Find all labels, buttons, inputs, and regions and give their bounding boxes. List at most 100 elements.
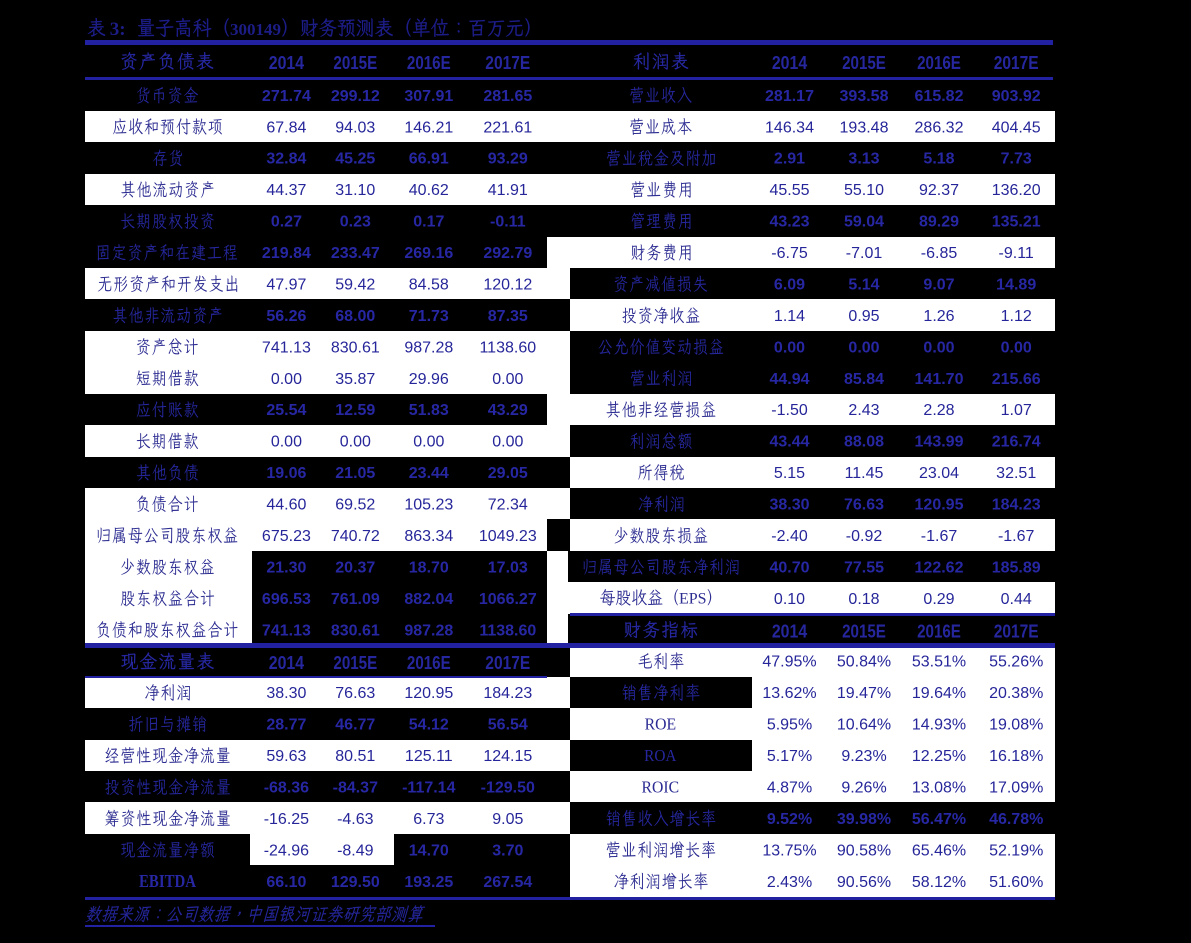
svg-text:29.05: 29.05	[488, 465, 528, 482]
svg-text:18.70: 18.70	[409, 559, 449, 576]
svg-text:10.64%: 10.64%	[837, 717, 891, 734]
svg-text:882.04: 882.04	[404, 591, 453, 608]
svg-text:13.75%: 13.75%	[762, 842, 816, 859]
svg-text:2.43%: 2.43%	[767, 874, 812, 891]
svg-text:2017E: 2017E	[994, 622, 1039, 642]
svg-text:830.61: 830.61	[331, 622, 380, 639]
svg-text:9.23%: 9.23%	[841, 748, 886, 765]
svg-text:40.62: 40.62	[409, 182, 449, 199]
svg-text:125.11: 125.11	[405, 748, 453, 765]
svg-text:85.84: 85.84	[844, 371, 884, 388]
svg-text:903.92: 903.92	[992, 88, 1041, 105]
svg-text:92.37: 92.37	[919, 182, 959, 199]
svg-text:0.00: 0.00	[923, 339, 954, 356]
svg-text:233.47: 233.47	[331, 245, 380, 262]
svg-text:2015E: 2015E	[333, 653, 377, 673]
svg-text:2015E: 2015E	[842, 53, 886, 73]
svg-text:66.91: 66.91	[409, 151, 449, 168]
svg-text:0.10: 0.10	[774, 591, 805, 608]
svg-text:32.51: 32.51	[996, 465, 1036, 482]
svg-text:0.00: 0.00	[492, 371, 523, 388]
svg-text:5.15: 5.15	[774, 465, 805, 482]
svg-text:2014: 2014	[269, 653, 304, 673]
svg-text:41.91: 41.91	[488, 182, 528, 199]
svg-text:17.09%: 17.09%	[989, 780, 1043, 797]
svg-text:-129.50: -129.50	[481, 780, 535, 797]
svg-text:1066.27: 1066.27	[479, 591, 537, 608]
svg-text:7.73: 7.73	[1001, 151, 1032, 168]
svg-text:221.61: 221.61	[483, 119, 532, 136]
svg-text:3.70: 3.70	[492, 842, 523, 859]
svg-text:55.10: 55.10	[844, 182, 884, 199]
svg-text:13.62%: 13.62%	[762, 685, 816, 702]
svg-text:ROA: ROA	[644, 746, 677, 765]
svg-text:135.21: 135.21	[992, 214, 1041, 231]
svg-text:0.00: 0.00	[271, 434, 302, 451]
svg-text:1138.60: 1138.60	[479, 622, 536, 639]
svg-text:12.59: 12.59	[335, 402, 375, 419]
svg-text:46.77: 46.77	[335, 717, 375, 734]
svg-text:404.45: 404.45	[992, 119, 1041, 136]
svg-text:124.15: 124.15	[483, 748, 532, 765]
svg-text:50.84%: 50.84%	[837, 654, 891, 671]
svg-text:146.34: 146.34	[765, 119, 814, 136]
svg-text:741.13: 741.13	[262, 622, 311, 639]
svg-text:146.21: 146.21	[404, 119, 453, 136]
svg-text:987.28: 987.28	[404, 622, 453, 639]
svg-text:299.12: 299.12	[331, 88, 380, 105]
svg-text:219.84: 219.84	[262, 245, 311, 262]
svg-text:0.00: 0.00	[774, 339, 805, 356]
svg-text:90.56%: 90.56%	[837, 874, 891, 891]
svg-text:0.95: 0.95	[848, 308, 879, 325]
svg-text:0.17: 0.17	[413, 214, 444, 231]
svg-text:-1.67: -1.67	[998, 528, 1035, 545]
svg-text:2.91: 2.91	[774, 151, 805, 168]
svg-text:987.28: 987.28	[404, 339, 453, 356]
svg-text:122.62: 122.62	[915, 559, 964, 576]
svg-text:2.43: 2.43	[848, 402, 879, 419]
svg-text:1.14: 1.14	[774, 308, 805, 325]
svg-text:20.37: 20.37	[335, 559, 375, 576]
svg-text:54.12: 54.12	[409, 717, 449, 734]
svg-text:615.82: 615.82	[915, 88, 964, 105]
svg-text:56.54: 56.54	[488, 717, 528, 734]
svg-text:292.79: 292.79	[483, 245, 532, 262]
svg-text:184.23: 184.23	[483, 685, 532, 702]
svg-text:2017E: 2017E	[994, 53, 1039, 73]
svg-text:675.23: 675.23	[262, 528, 311, 545]
svg-text:1.12: 1.12	[1001, 308, 1032, 325]
svg-text:-9.11: -9.11	[999, 245, 1034, 262]
svg-text:-68.36: -68.36	[264, 780, 309, 797]
svg-text:16.18%: 16.18%	[989, 748, 1043, 765]
svg-text:87.35: 87.35	[488, 308, 528, 325]
svg-text:11.45: 11.45	[845, 465, 884, 482]
svg-text:35.87: 35.87	[335, 371, 375, 388]
svg-text:141.70: 141.70	[915, 371, 964, 388]
svg-text:2016E: 2016E	[407, 653, 451, 673]
svg-text:9.52%: 9.52%	[767, 811, 812, 828]
svg-text:47.95%: 47.95%	[762, 654, 816, 671]
svg-text:44.94: 44.94	[769, 371, 809, 388]
svg-text:761.09: 761.09	[331, 591, 380, 608]
svg-text:-1.50: -1.50	[771, 402, 808, 419]
svg-text:286.32: 286.32	[915, 119, 964, 136]
svg-text:-1.67: -1.67	[921, 528, 958, 545]
svg-text:-117.14: -117.14	[402, 780, 455, 797]
svg-text:69.52: 69.52	[335, 497, 375, 514]
svg-text:39.98%: 39.98%	[837, 811, 891, 828]
svg-text:-6.85: -6.85	[921, 245, 958, 262]
svg-text:193.48: 193.48	[840, 119, 889, 136]
svg-text:0.00: 0.00	[492, 434, 523, 451]
svg-text:2016E: 2016E	[917, 622, 961, 642]
svg-text:2015E: 2015E	[333, 53, 377, 73]
svg-text:66.10: 66.10	[266, 874, 306, 891]
svg-text:90.58%: 90.58%	[837, 842, 891, 859]
svg-text:56.47%: 56.47%	[912, 811, 966, 828]
svg-text:9.05: 9.05	[492, 811, 523, 828]
svg-text:14.93%: 14.93%	[912, 717, 966, 734]
svg-text:5.18: 5.18	[923, 151, 954, 168]
svg-text:19.06: 19.06	[266, 465, 306, 482]
svg-text:741.13: 741.13	[262, 339, 311, 356]
svg-text:2014: 2014	[772, 622, 807, 642]
svg-text:0.18: 0.18	[848, 591, 879, 608]
